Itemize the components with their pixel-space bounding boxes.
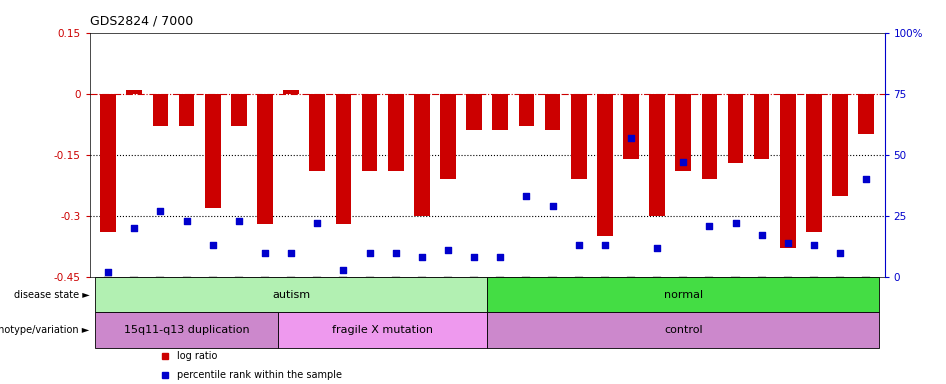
Point bbox=[702, 223, 717, 229]
Bar bbox=[518, 94, 534, 126]
Point bbox=[100, 269, 115, 275]
Bar bbox=[309, 94, 325, 171]
Bar bbox=[727, 94, 744, 163]
Bar bbox=[257, 94, 272, 224]
Point bbox=[179, 218, 194, 224]
Bar bbox=[754, 94, 769, 159]
Bar bbox=[361, 94, 377, 171]
Bar bbox=[440, 94, 456, 179]
Point bbox=[806, 242, 821, 248]
Text: normal: normal bbox=[664, 290, 703, 300]
Point bbox=[650, 245, 665, 251]
Bar bbox=[414, 94, 429, 216]
Bar bbox=[487, 277, 879, 312]
Point bbox=[466, 254, 482, 260]
Bar bbox=[806, 94, 822, 232]
Point bbox=[832, 250, 848, 256]
Bar bbox=[127, 89, 142, 94]
Point bbox=[728, 220, 744, 226]
Text: disease state ►: disease state ► bbox=[13, 290, 89, 300]
Bar bbox=[493, 94, 508, 131]
Text: log ratio: log ratio bbox=[177, 351, 218, 361]
Bar bbox=[96, 312, 278, 348]
Bar bbox=[336, 94, 351, 224]
Bar bbox=[179, 94, 195, 126]
Bar bbox=[278, 312, 487, 348]
Point bbox=[153, 208, 168, 214]
Point bbox=[362, 250, 377, 256]
Point bbox=[597, 242, 612, 248]
Text: control: control bbox=[664, 325, 703, 335]
Bar bbox=[283, 89, 299, 94]
Text: autism: autism bbox=[272, 290, 310, 300]
Text: 15q11-q13 duplication: 15q11-q13 duplication bbox=[124, 325, 250, 335]
Bar bbox=[100, 94, 116, 232]
Bar bbox=[205, 94, 220, 208]
Point bbox=[441, 247, 456, 253]
Bar bbox=[466, 94, 482, 131]
Bar bbox=[388, 94, 404, 171]
Bar bbox=[152, 94, 168, 126]
Text: genotype/variation ►: genotype/variation ► bbox=[0, 325, 89, 335]
Point bbox=[571, 242, 587, 248]
Point bbox=[414, 254, 429, 260]
Bar bbox=[702, 94, 717, 179]
Text: percentile rank within the sample: percentile rank within the sample bbox=[177, 370, 342, 380]
Point bbox=[231, 218, 246, 224]
Bar bbox=[780, 94, 796, 248]
Bar bbox=[832, 94, 848, 195]
Point bbox=[309, 220, 324, 226]
Point bbox=[518, 193, 534, 199]
Text: fragile X mutation: fragile X mutation bbox=[332, 325, 433, 335]
Bar bbox=[96, 277, 487, 312]
Point bbox=[754, 232, 769, 238]
Point bbox=[205, 242, 220, 248]
Point bbox=[545, 203, 560, 209]
Bar bbox=[623, 94, 639, 159]
Point bbox=[493, 254, 508, 260]
Point bbox=[388, 250, 403, 256]
Point bbox=[623, 135, 639, 141]
Point bbox=[780, 240, 796, 246]
Point bbox=[127, 225, 142, 231]
Bar bbox=[858, 94, 874, 134]
Point bbox=[675, 159, 691, 165]
Bar bbox=[231, 94, 247, 126]
Bar bbox=[487, 312, 879, 348]
Text: GDS2824 / 7000: GDS2824 / 7000 bbox=[90, 15, 193, 28]
Point bbox=[257, 250, 272, 256]
Point bbox=[336, 266, 351, 273]
Bar bbox=[545, 94, 560, 131]
Point bbox=[284, 250, 299, 256]
Bar bbox=[570, 94, 587, 179]
Bar bbox=[649, 94, 665, 216]
Bar bbox=[597, 94, 613, 236]
Bar bbox=[675, 94, 692, 171]
Point bbox=[859, 176, 874, 182]
